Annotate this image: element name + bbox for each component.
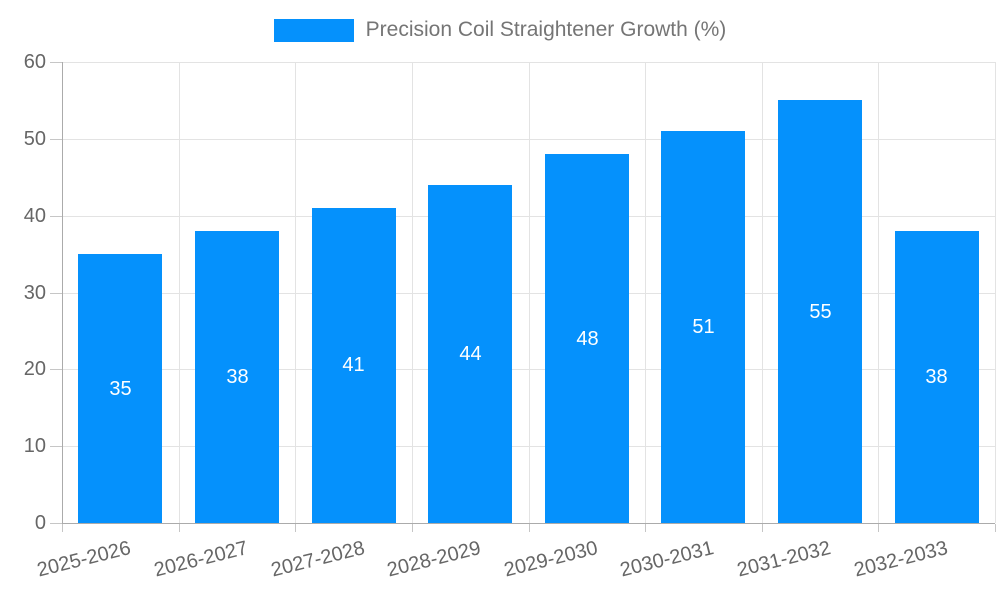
x-tick-label: 2029-2030 bbox=[502, 537, 601, 582]
x-tick-label: 2030-2031 bbox=[618, 537, 717, 582]
bar-2029-2030 bbox=[545, 154, 629, 523]
y-tick-mark bbox=[50, 216, 62, 217]
bar-value-label: 48 bbox=[576, 328, 599, 350]
gridline-v bbox=[878, 62, 879, 523]
y-axis-line bbox=[62, 62, 63, 523]
x-tick-label: 2028-2029 bbox=[385, 537, 484, 582]
legend-label: Precision Coil Straightener Growth (%) bbox=[365, 18, 727, 41]
x-tick-label: 2027-2028 bbox=[269, 537, 368, 582]
y-tick-mark bbox=[50, 523, 62, 524]
bar-2032-2033 bbox=[895, 231, 979, 523]
bar-2031-2032 bbox=[778, 100, 862, 523]
y-tick-label: 10 bbox=[23, 435, 46, 457]
x-tick-mark bbox=[529, 524, 530, 532]
bar-value-label: 41 bbox=[342, 354, 365, 376]
bar-2028-2029 bbox=[428, 185, 512, 523]
y-tick-mark bbox=[50, 139, 62, 140]
x-tick-mark bbox=[179, 524, 180, 532]
bar-2030-2031 bbox=[661, 131, 745, 523]
bar-2026-2027 bbox=[195, 231, 279, 523]
y-tick-label: 50 bbox=[23, 128, 46, 150]
legend: Precision Coil Straightener Growth (%) bbox=[0, 18, 1000, 42]
y-tick-label: 30 bbox=[23, 282, 46, 304]
x-tick-mark bbox=[412, 524, 413, 532]
y-tick-mark bbox=[50, 62, 62, 63]
gridline-v bbox=[762, 62, 763, 523]
x-tick-mark bbox=[762, 524, 763, 532]
x-tick-mark bbox=[878, 524, 879, 532]
legend-swatch-icon bbox=[273, 18, 354, 42]
bar-2025-2026 bbox=[78, 254, 162, 523]
bar-2027-2028 bbox=[312, 208, 396, 523]
gridline-h bbox=[62, 216, 995, 217]
gridline-h bbox=[62, 446, 995, 447]
gridline-v bbox=[412, 62, 413, 523]
bar-value-label: 44 bbox=[459, 343, 482, 365]
y-tick-mark bbox=[50, 369, 62, 370]
bar-value-label: 55 bbox=[809, 301, 832, 323]
x-tick-mark bbox=[62, 524, 63, 532]
legend-item[interactable]: Precision Coil Straightener Growth (%) bbox=[273, 18, 727, 42]
gridline-h bbox=[62, 369, 995, 370]
x-tick-label: 2031-2032 bbox=[735, 537, 834, 582]
gridline-h bbox=[62, 139, 995, 140]
gridline-v bbox=[295, 62, 296, 523]
x-tick-mark bbox=[295, 524, 296, 532]
gridline-h bbox=[62, 293, 995, 294]
y-tick-label: 0 bbox=[34, 512, 46, 534]
bar-value-label: 35 bbox=[109, 378, 132, 400]
bar-value-label: 38 bbox=[925, 366, 948, 388]
gridline-v bbox=[645, 62, 646, 523]
y-tick-mark bbox=[50, 293, 62, 294]
gridline-h bbox=[62, 62, 995, 63]
x-tick-label: 2032-2033 bbox=[852, 537, 951, 582]
y-tick-label: 40 bbox=[23, 205, 46, 227]
x-tick-mark bbox=[645, 524, 646, 532]
y-tick-mark bbox=[50, 446, 62, 447]
gridline-v bbox=[995, 62, 996, 523]
x-axis-line bbox=[62, 523, 995, 524]
gridline-v bbox=[529, 62, 530, 523]
x-tick-label: 2025-2026 bbox=[35, 537, 134, 582]
y-tick-label: 60 bbox=[23, 51, 46, 73]
y-tick-label: 20 bbox=[23, 358, 46, 380]
x-tick-label: 2026-2027 bbox=[152, 537, 251, 582]
x-tick-mark bbox=[995, 524, 996, 532]
bar-value-label: 51 bbox=[692, 316, 715, 338]
bar-value-label: 38 bbox=[226, 366, 249, 388]
gridline-v bbox=[179, 62, 180, 523]
